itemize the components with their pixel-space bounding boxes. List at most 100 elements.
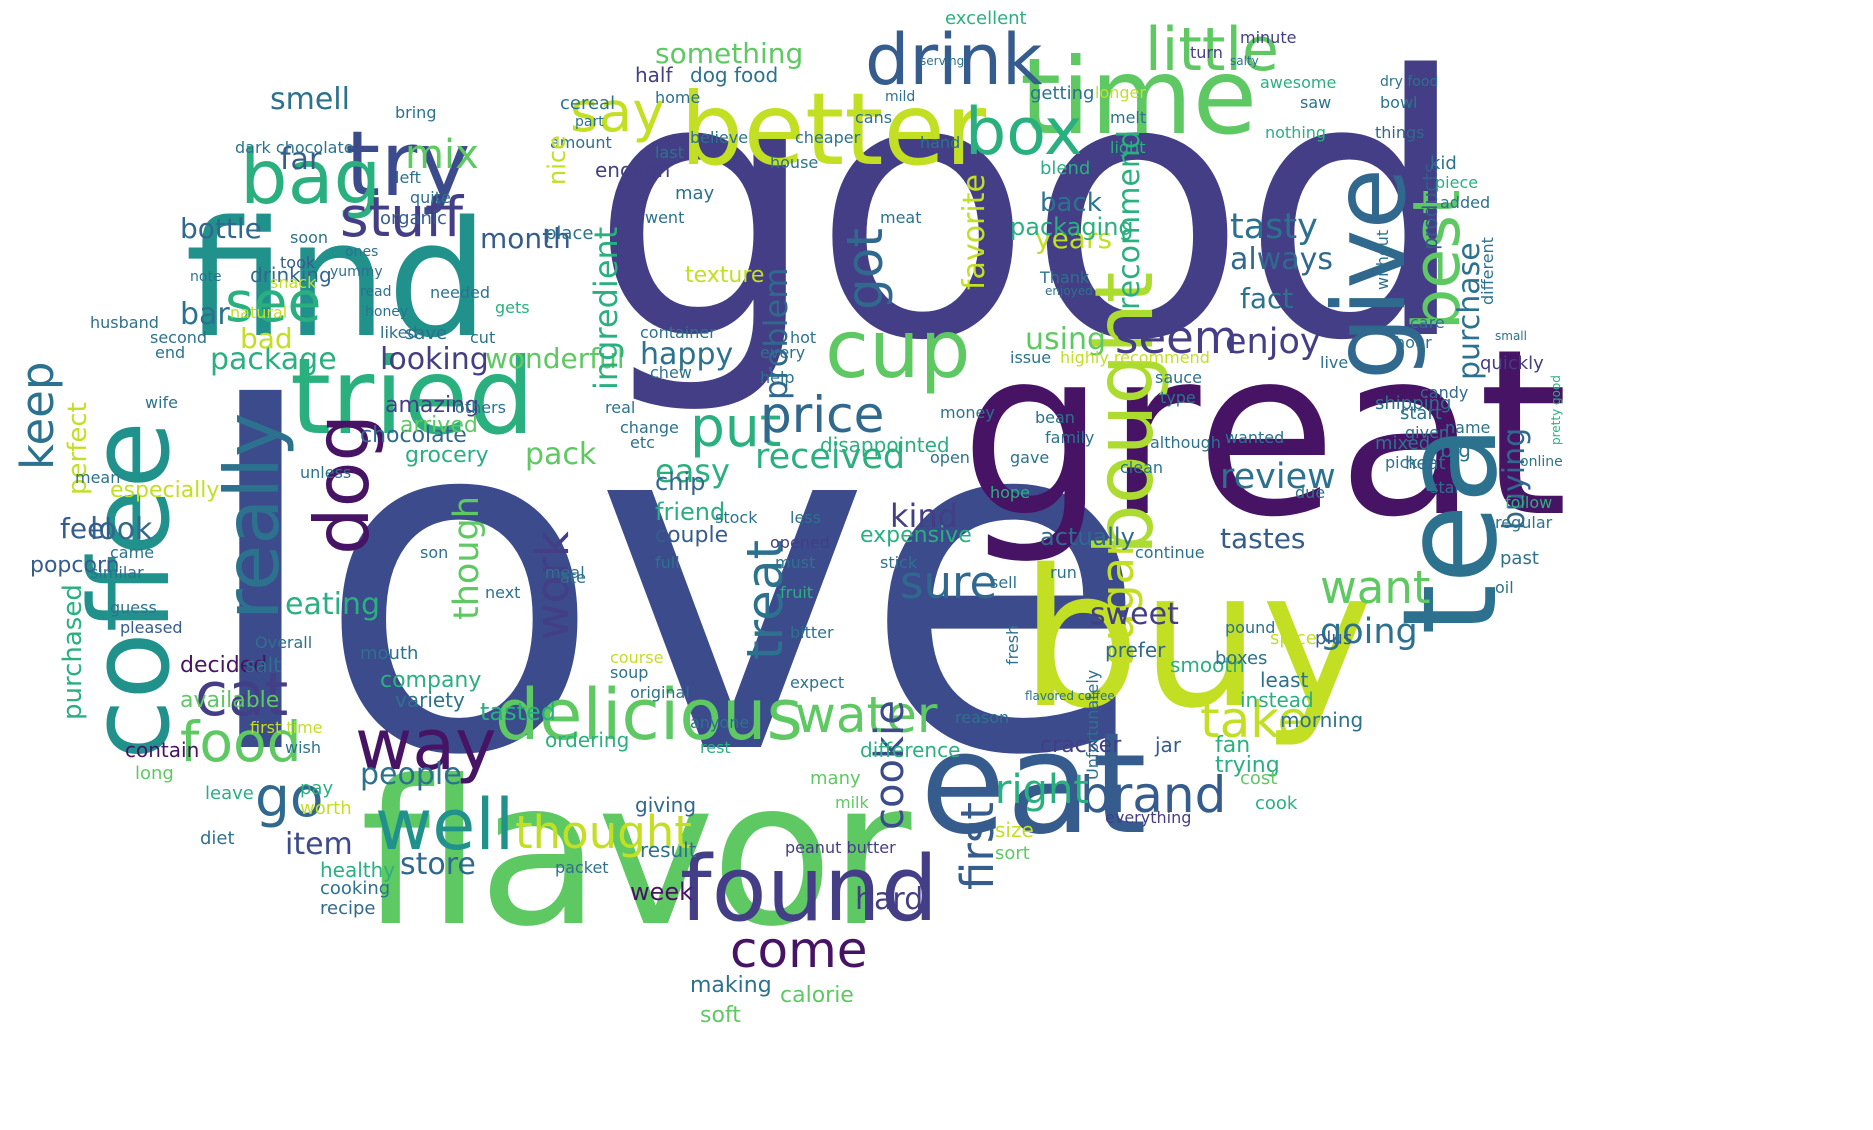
word-soon: soon	[290, 228, 329, 247]
word-package: package	[210, 342, 337, 377]
word-peanut-butter: peanut butter	[785, 838, 896, 857]
word-eating: eating	[285, 587, 380, 622]
word-eat: eat	[920, 703, 1147, 866]
word-brand: brand	[1080, 766, 1227, 824]
word-tastes: tastes	[1220, 522, 1306, 555]
word-making: making	[690, 973, 772, 998]
word-enjoy: enjoy	[1225, 322, 1321, 362]
word-want: want	[1320, 561, 1431, 614]
word-etc: etc	[630, 433, 655, 452]
word-read: read	[360, 284, 392, 300]
word-house: house	[770, 153, 819, 172]
word-say: say	[570, 80, 665, 144]
word-pleased: pleased	[120, 618, 183, 637]
word-added: added	[1440, 193, 1491, 212]
word-right: right	[995, 767, 1089, 813]
word-course: course	[610, 648, 664, 667]
word-cut: cut	[470, 328, 496, 347]
word-light: light	[1110, 138, 1146, 157]
word-fan: fan	[1215, 733, 1251, 758]
word-flavored-coffee: flavored coffee	[1025, 689, 1115, 703]
word-jar: jar	[1155, 733, 1182, 757]
word-put: put	[690, 395, 782, 459]
word-least: least	[1260, 668, 1309, 692]
word-sell: sell	[990, 573, 1018, 592]
word-gets: gets	[495, 298, 530, 317]
word-things: things	[1375, 123, 1425, 142]
word-wanted: wanted	[1225, 428, 1285, 447]
word-soft: soft	[700, 1003, 741, 1028]
word-came: came	[110, 543, 155, 562]
word-leave: leave	[205, 783, 254, 804]
word-diet: diet	[200, 828, 235, 849]
word-quickly: quickly	[1480, 353, 1544, 374]
word-always: always	[1230, 242, 1334, 277]
word-love: love	[195, 311, 1150, 858]
word-cat-food: unless	[300, 463, 352, 482]
word-amount: amount	[550, 133, 612, 152]
word-others: others	[455, 398, 506, 417]
word-cereal: cereal	[560, 93, 616, 114]
word-hot: hot	[790, 328, 817, 347]
word-next: next	[485, 583, 521, 602]
word-good: good	[590, 0, 1470, 419]
word-longer: longer	[1095, 83, 1146, 102]
word-lot: melt	[1110, 108, 1147, 127]
word-pretty-good: pretty good	[1549, 375, 1563, 445]
word-contain: contain	[125, 738, 200, 762]
word-every: every	[760, 343, 806, 362]
word-live: live	[1320, 353, 1349, 372]
word-expensive: expensive	[860, 523, 972, 548]
word-pay: pay	[300, 778, 334, 799]
word-star: star	[1430, 478, 1461, 497]
word-amazing: amazing	[385, 393, 479, 418]
word-saw: saw	[1300, 93, 1332, 112]
word-fresh: fresh	[1003, 624, 1022, 665]
word-ordering: ordering	[545, 728, 630, 752]
word-follow: follow	[1505, 493, 1553, 512]
word-hand: hand	[920, 133, 961, 152]
word-decided: decided	[180, 653, 268, 678]
word-dog-food: dog food	[690, 63, 779, 87]
word-cheaper: cheaper	[795, 128, 861, 147]
word-tastes-great: serving	[920, 54, 965, 68]
word-packet: packet	[555, 858, 609, 877]
word-grocery: grocery	[405, 443, 489, 468]
word-turn: turn	[1190, 43, 1223, 62]
word-yummy: yummy	[330, 264, 383, 280]
word-kind: kind	[890, 497, 959, 535]
word-worth: worth	[300, 798, 352, 819]
word-favorite: favorite	[957, 174, 992, 290]
word-look: look	[90, 512, 153, 547]
word-family: family	[1045, 428, 1095, 447]
word-opened: opened	[770, 533, 830, 552]
word-online: small	[1495, 329, 1527, 343]
word-bottle: bottle	[180, 212, 262, 245]
word-pack: pack	[525, 437, 597, 472]
word-guess: guess	[110, 598, 157, 617]
word-though: though	[447, 496, 487, 620]
word-anyone: anyone	[690, 713, 750, 732]
word-meal: meal	[545, 563, 585, 582]
word-easy: easy	[655, 452, 730, 490]
word-due: due	[1295, 483, 1326, 502]
word-liked: liked	[380, 323, 418, 342]
word-honey: honey	[365, 304, 409, 320]
word-item: item	[285, 827, 353, 862]
word-dry-food: salty	[1230, 54, 1259, 68]
word-without: without	[1373, 229, 1392, 290]
word-heat: heat	[1405, 453, 1446, 474]
word-expect: expect	[790, 673, 845, 692]
word-healthy: healthy	[320, 858, 396, 882]
word-help: help	[760, 368, 795, 387]
word-given: given	[1405, 423, 1450, 442]
word-sort: sort	[995, 843, 1030, 864]
word-tasty: tasty	[1230, 207, 1318, 247]
word-nice: nice	[543, 135, 571, 185]
word-son: son	[420, 543, 449, 562]
word-thank: Thank	[1040, 268, 1090, 287]
word-friend: friend	[655, 498, 726, 526]
word-ingredient: ingredient	[587, 226, 625, 390]
word-going: going	[1320, 612, 1418, 652]
